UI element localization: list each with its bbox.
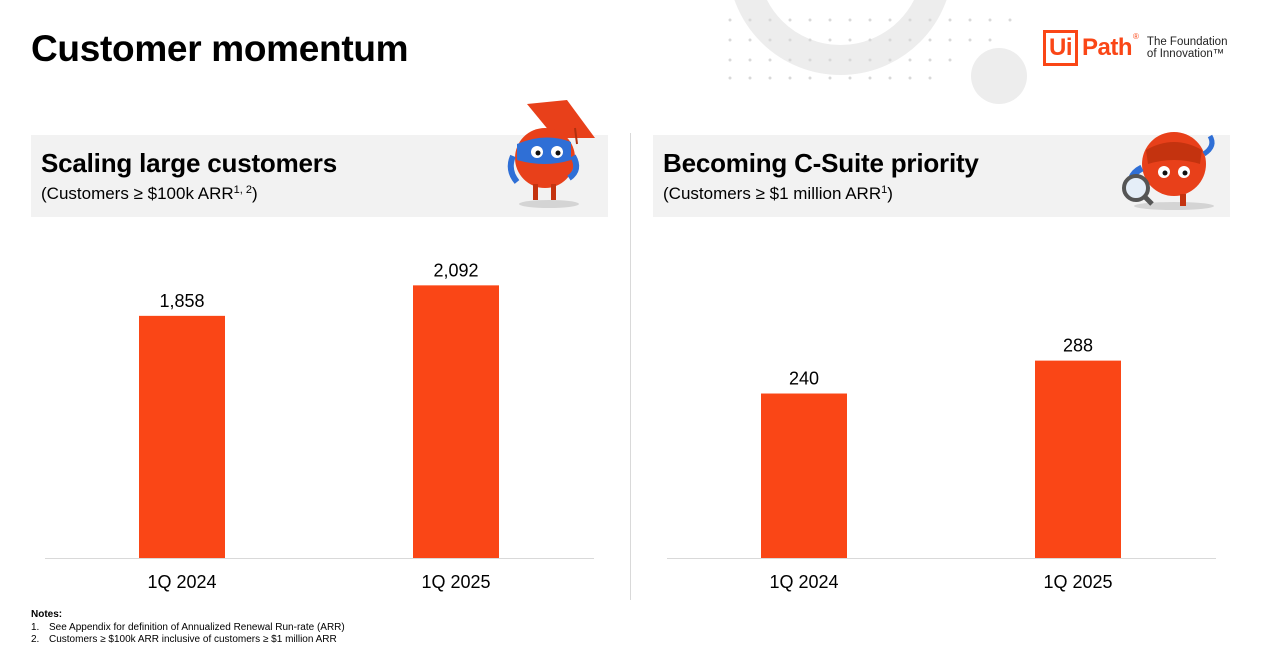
logo-tagline-line2: of Innovation™ [1146, 48, 1225, 60]
panel-divider [630, 133, 631, 600]
logo-wordmark: Path [1082, 34, 1133, 61]
decorative-ring [728, 0, 953, 75]
page-title: Customer momentum [31, 28, 409, 69]
note-item: 1. See Appendix for definition of Annuali… [31, 622, 345, 635]
footnote-ref: 1, 2 [233, 184, 252, 196]
x-tick-label: 1Q 2025 [421, 572, 490, 592]
bar-chart-csuite: 240 1Q 2024 288 1Q 2025 [667, 336, 1216, 592]
logo-registered-mark: ® [1133, 32, 1139, 41]
logo-tagline-line1: The Foundation [1146, 36, 1228, 48]
note-item: 2. Customers ≥ $100k ARR inclusive of cus… [31, 634, 345, 647]
note-text: See Appendix for definition of Annualize… [49, 621, 345, 633]
bar-1q-2025 [413, 285, 499, 558]
note-text: Customers ≥ $100k ARR inclusive of custo… [49, 634, 337, 645]
data-label: 1,858 [159, 291, 204, 311]
bar-chart-large-customers: 1,858 1Q 2024 2,092 1Q 2025 [45, 260, 594, 592]
footnotes: Notes: 1. See Appendix for definition of … [31, 609, 345, 647]
x-tick-label: 1Q 2025 [1043, 572, 1112, 592]
mascot-graduate-icon [507, 100, 595, 208]
data-label: 2,092 [433, 260, 478, 280]
panel-subtitle: (Customers ≥ $100k ARR1, 2) [41, 184, 258, 204]
decorative-circle [971, 48, 1027, 104]
decorative-dot-grid [728, 18, 1012, 80]
panel-subtitle-close: ) [251, 184, 258, 203]
note-number: 1. [31, 621, 40, 633]
bar-1q-2024 [139, 315, 225, 558]
panel-title: Becoming C-Suite priority [663, 148, 979, 178]
uipath-logo: Ui Path ® The Foundation of Innovation™ [1043, 30, 1227, 66]
panel-title: Scaling large customers [41, 148, 337, 178]
bar-1q-2024 [761, 393, 847, 558]
data-label: 240 [789, 369, 819, 389]
logo-tagline: The Foundation of Innovation™ [1147, 36, 1228, 60]
x-tick-label: 1Q 2024 [769, 572, 838, 592]
note-number: 2. [31, 634, 40, 645]
panel-subtitle-text: (Customers ≥ $100k ARR [41, 184, 234, 203]
x-tick-label: 1Q 2024 [147, 572, 216, 592]
notes-title: Notes: [31, 609, 63, 620]
panel-subtitle-close: ) [887, 184, 893, 203]
logo-mark: Ui [1043, 30, 1078, 66]
panel-subtitle: (Customers ≥ $1 million ARR1) [663, 184, 893, 204]
mascot-detective-icon [1122, 132, 1215, 210]
bar-1q-2025 [1035, 360, 1121, 558]
footnote-ref: 1 [881, 184, 888, 196]
data-label: 288 [1063, 336, 1093, 356]
panel-subtitle-text: (Customers ≥ $1 million ARR [663, 184, 882, 203]
